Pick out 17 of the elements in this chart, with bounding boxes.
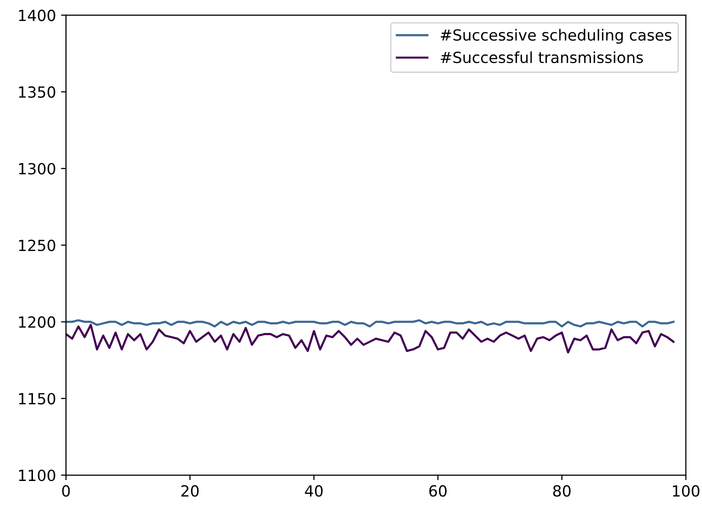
- legend-label: #Successive scheduling cases: [440, 28, 672, 44]
- y-tick-label: 1250: [19, 240, 56, 252]
- x-tick-label: 0: [62, 485, 70, 497]
- y-tick-label: 1100: [19, 470, 56, 482]
- x-tick-label: 60: [429, 485, 447, 497]
- x-tick-label: 100: [672, 485, 700, 497]
- y-tick-label: 1150: [19, 392, 56, 404]
- line-series: [66, 324, 674, 354]
- x-tick-label: 20: [181, 485, 199, 497]
- x-tick-label: 80: [553, 485, 571, 497]
- line-series: [66, 319, 674, 328]
- y-tick-label: 1300: [19, 162, 56, 175]
- legend-label: #Successful transmissions: [440, 51, 643, 64]
- y-tick-label: 1350: [19, 86, 56, 98]
- x-tick-label: 40: [304, 485, 323, 497]
- y-tick-label: 1400: [19, 10, 56, 22]
- y-tick-label: 1200: [19, 316, 56, 328]
